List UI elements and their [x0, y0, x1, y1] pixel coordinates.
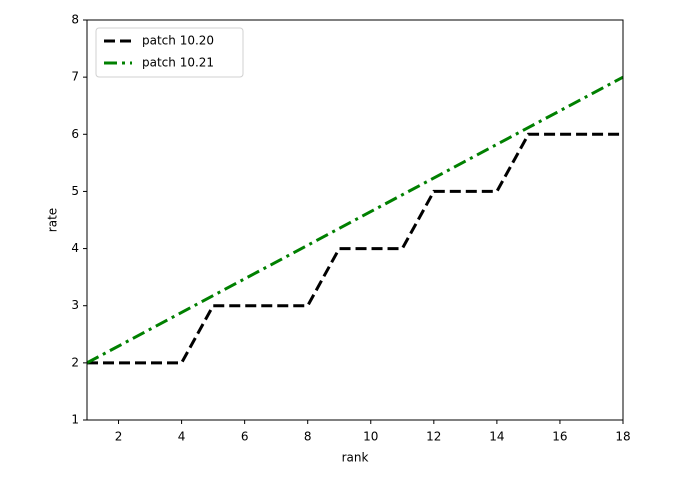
y-axis-label: rate — [46, 208, 60, 232]
x-tick-label: 14 — [489, 430, 504, 444]
y-tick-label: 6 — [71, 127, 79, 141]
y-tick-label: 2 — [71, 355, 79, 369]
y-tick-label: 7 — [71, 70, 79, 84]
legend-label: patch 10.21 — [142, 56, 214, 70]
y-tick-label: 1 — [71, 413, 79, 427]
x-tick-label: 12 — [426, 430, 441, 444]
plot-frame — [86, 19, 624, 421]
y-tick-label: 8 — [71, 13, 79, 27]
x-axis-label: rank — [342, 451, 369, 465]
y-tick-label: 3 — [71, 298, 79, 312]
x-tick-label: 10 — [363, 430, 378, 444]
data-line — [87, 132, 623, 365]
x-tick-label: 18 — [615, 430, 630, 444]
x-tick-label: 6 — [241, 430, 249, 444]
legend-label: patch 10.20 — [142, 34, 214, 48]
data-line — [86, 75, 624, 365]
legend-box — [95, 27, 244, 78]
x-tick-label: 4 — [178, 430, 186, 444]
x-tick-label: 16 — [552, 430, 567, 444]
y-tick-label: 5 — [71, 184, 79, 198]
y-tick-label: 4 — [71, 241, 79, 255]
x-tick-label: 2 — [115, 430, 123, 444]
x-tick-label: 8 — [304, 430, 312, 444]
